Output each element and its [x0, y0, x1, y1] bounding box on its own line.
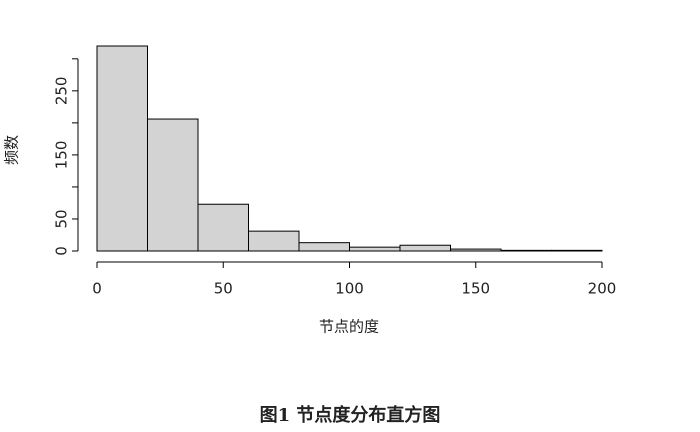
y-tick-label: 250 — [53, 77, 71, 106]
y-tick-label: 50 — [53, 209, 71, 228]
bar — [96, 45, 148, 252]
bar — [147, 118, 199, 252]
x-tick-label: 100 — [335, 280, 364, 298]
bar — [298, 242, 350, 252]
bar — [248, 230, 300, 252]
bar — [500, 249, 552, 252]
x-axis-label: 节点的度 — [319, 318, 379, 336]
bar — [551, 249, 603, 252]
bar — [450, 248, 502, 252]
bar — [197, 203, 249, 252]
x-tick-label: 50 — [214, 280, 233, 298]
y-tick-label: 0 — [53, 246, 71, 256]
bar — [399, 244, 451, 252]
bar — [349, 246, 401, 252]
y-axis-label: 频数 — [3, 135, 21, 165]
y-tick-label: 150 — [53, 141, 71, 170]
caption: 图1 节点度分布直方图 — [260, 404, 441, 426]
x-tick-label: 0 — [92, 280, 102, 298]
x-tick-label: 150 — [461, 280, 490, 298]
x-tick-label: 200 — [588, 280, 617, 298]
